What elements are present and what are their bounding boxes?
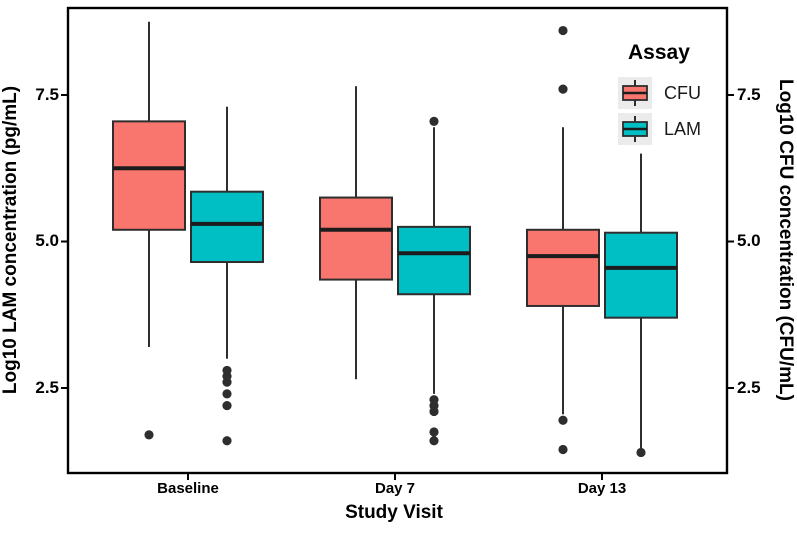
outlier-point-LAM (222, 436, 232, 446)
outlier-point-CFU (558, 84, 568, 94)
legend-label-cfu: CFU (664, 83, 701, 103)
legend-label-lam: LAM (664, 119, 702, 139)
outlier-point-CFU (144, 430, 154, 440)
outlier-point-CFU (558, 444, 568, 455)
right-axis-tick-5-0: 5.0 (737, 231, 761, 250)
box-LAM-Day 7 (397, 225, 471, 296)
cfu-boxplot-key-icon (622, 80, 648, 106)
outlier-point-LAM (222, 400, 232, 411)
outlier-point-LAM (429, 436, 439, 446)
panel-border (66, 6, 729, 475)
left-axis-tick-7-5: 7.5 (35, 85, 59, 104)
x-axis-tick-day7: Day 7 (374, 480, 416, 497)
x-axis-title: Study Visit (345, 502, 443, 523)
outlier-point-CFU (558, 415, 568, 425)
left-axis-tick-2-5: 2.5 (35, 378, 59, 397)
outlier-point-LAM (222, 389, 232, 399)
box-CFU-Baseline (112, 120, 186, 231)
x-axis-tick-baseline: Baseline (157, 480, 219, 497)
outlier-point-LAM (222, 377, 232, 387)
outlier-point-LAM (429, 427, 439, 437)
right-axis-tick-7-5: 7.5 (737, 85, 761, 104)
legend-key-cfu (618, 77, 652, 109)
lam-boxplot-key-icon (622, 116, 648, 142)
outlier-point-CFU (558, 25, 568, 36)
legend-title: Assay (628, 41, 690, 64)
left-axis-title: Log10 LAM concentration (pg/mL) (0, 85, 21, 395)
box-CFU-Day 7 (319, 196, 393, 281)
box-LAM-Day 13 (604, 231, 678, 319)
box-CFU-Day 13 (526, 228, 600, 307)
outlier-point-LAM (429, 406, 439, 417)
left-axis-tick-5-0: 5.0 (35, 231, 59, 250)
right-axis-title: Log10 CFU concentration (CFU/mL) (775, 79, 796, 401)
legend: Assay CFU LAM (616, 41, 746, 145)
legend-key-lam (618, 113, 652, 145)
outlier-point-LAM (636, 447, 646, 458)
box-LAM-Baseline (190, 190, 264, 264)
right-axis-tick-2-5: 2.5 (737, 378, 761, 397)
outlier-point-LAM (429, 116, 439, 126)
x-axis-tick-day13: Day 13 (577, 480, 627, 497)
